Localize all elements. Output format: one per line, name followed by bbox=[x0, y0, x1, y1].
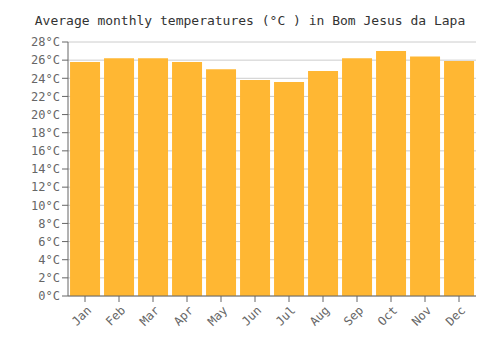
svg-text:0°C: 0°C bbox=[38, 289, 60, 303]
svg-text:Feb: Feb bbox=[103, 303, 128, 328]
svg-text:Mar: Mar bbox=[137, 303, 162, 328]
svg-text:Aug: Aug bbox=[307, 303, 332, 328]
svg-text:22°C: 22°C bbox=[31, 90, 60, 104]
svg-text:Apr: Apr bbox=[171, 303, 196, 328]
svg-text:18°C: 18°C bbox=[31, 126, 60, 140]
svg-text:16°C: 16°C bbox=[31, 144, 60, 158]
svg-text:8°C: 8°C bbox=[38, 217, 60, 231]
svg-text:4°C: 4°C bbox=[38, 253, 60, 267]
svg-text:May: May bbox=[205, 303, 230, 328]
svg-text:Sep: Sep bbox=[341, 303, 366, 328]
svg-text:2°C: 2°C bbox=[38, 271, 60, 285]
html-text:Average monthly temperatures (: Average monthly temperatures (°C ) in Bo… bbox=[34, 13, 466, 28]
svg-text:Dec: Dec bbox=[443, 303, 468, 328]
svg-text:20°C: 20°C bbox=[31, 108, 60, 122]
svg-text:14°C: 14°C bbox=[31, 162, 60, 176]
svg-text:12°C: 12°C bbox=[31, 180, 60, 194]
svg-text:26°C: 26°C bbox=[31, 53, 60, 67]
svg-text:Oct: Oct bbox=[375, 303, 400, 328]
svg-text:6°C: 6°C bbox=[38, 235, 60, 249]
svg-text:Nov: Nov bbox=[409, 303, 434, 328]
svg-text:Jul: Jul bbox=[273, 303, 298, 328]
svg-text:28°C: 28°C bbox=[31, 35, 60, 49]
svg-text:10°C: 10°C bbox=[31, 199, 60, 213]
svg-text:Jun: Jun bbox=[239, 303, 264, 328]
svg-text:24°C: 24°C bbox=[31, 72, 60, 86]
svg-text:Jan: Jan bbox=[69, 303, 94, 328]
